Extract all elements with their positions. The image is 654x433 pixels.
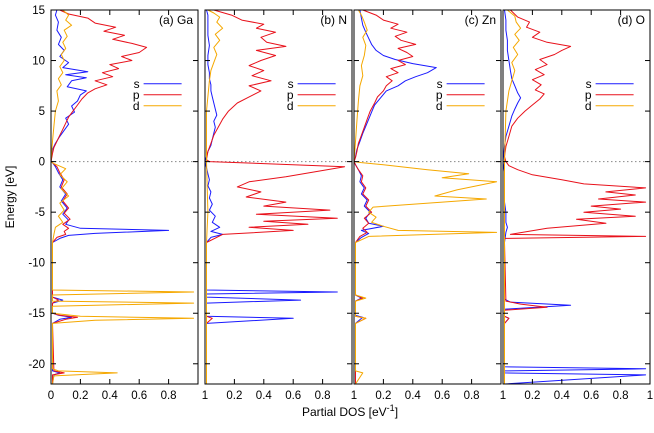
panel-title: (d) O — [618, 13, 645, 27]
x-tick-label: 0.2 — [375, 390, 391, 402]
y-tick-label: 0 — [39, 157, 45, 169]
panel-frame — [50, 9, 199, 385]
series-d — [206, 9, 224, 384]
panel-3: 1 0.2 0.4 0.6 0.8 (c) Zn spd — [351, 9, 502, 402]
x-tick-label: 0.6 — [131, 390, 147, 402]
x-tick-label: 0.4 — [554, 390, 571, 402]
x-tick-label: 0.6 — [583, 390, 599, 402]
series-p — [353, 9, 417, 384]
legend-label: d — [585, 99, 592, 113]
legend-label: s — [134, 77, 140, 91]
legend-label: d — [436, 99, 443, 113]
legend-label: p — [436, 88, 443, 102]
y-axis-title: Energy [eV] — [3, 166, 17, 229]
panel-frame — [502, 9, 651, 385]
panel-title: (c) Zn — [465, 13, 496, 27]
panel-frame — [204, 9, 353, 385]
x-tick-label: 1 — [202, 390, 208, 402]
legend: spd — [436, 77, 485, 113]
x-tick-label: 1 — [647, 390, 653, 402]
series-s — [50, 9, 170, 385]
panel-title: (a) Ga — [159, 13, 193, 27]
x-tick-label: 0.2 — [524, 390, 540, 402]
x-tick-label: 0 — [48, 390, 54, 402]
series-s — [204, 9, 338, 384]
legend-label: s — [288, 77, 294, 91]
x-tick-label: 1 — [500, 390, 506, 402]
series-d — [504, 9, 522, 384]
x-tick-label: 0.2 — [226, 390, 242, 402]
x-tick-label: 0.4 — [102, 390, 119, 402]
series-p — [504, 9, 647, 384]
legend-label: p — [287, 88, 294, 102]
y-tick-label: -15 — [28, 308, 45, 320]
series-s — [502, 9, 647, 385]
series-p — [50, 9, 148, 384]
panel-frame — [353, 9, 502, 385]
y-tick-label: -20 — [28, 359, 45, 371]
panel-2: 1 0.2 0.4 0.6 0.8 (b) N spd — [202, 9, 353, 402]
legend: spd — [585, 77, 634, 113]
y-tick-label: -10 — [28, 258, 45, 270]
series-p — [206, 9, 346, 384]
panel-4: 1 0.2 0.4 0.6 0.8 1 (d) O spd — [500, 9, 653, 402]
x-tick-label: 0.4 — [256, 390, 273, 402]
panel-title: (b) N — [320, 13, 347, 27]
panel-1: 0 0.2 0.4 0.6 0.8 (a) Ga spd — [48, 9, 199, 402]
x-tick-label: 0.8 — [464, 390, 480, 402]
x-tick-label: 0.2 — [72, 390, 88, 402]
legend: spd — [133, 77, 182, 113]
legend-label: d — [287, 99, 294, 113]
x-tick-label: 0.8 — [613, 390, 629, 402]
x-tick-label: 0.4 — [405, 390, 422, 402]
x-tick-label: 0.8 — [315, 390, 331, 402]
legend-label: p — [133, 88, 140, 102]
x-axis-title: Partial DOS [eV-1] — [302, 403, 398, 419]
y-tick-label: 5 — [39, 106, 45, 118]
series-d — [353, 9, 498, 385]
legend-label: s — [586, 77, 592, 91]
x-tick-label: 1 — [351, 390, 357, 402]
y-tick-label: 15 — [32, 5, 45, 17]
legend-label: d — [133, 99, 140, 113]
legend: spd — [287, 77, 336, 113]
series-d — [50, 9, 195, 385]
legend-label: s — [437, 77, 443, 91]
y-tick-label: 10 — [32, 56, 45, 68]
legend-label: p — [585, 88, 592, 102]
x-tick-label: 0.6 — [285, 390, 301, 402]
y-tick-label: -5 — [35, 207, 45, 219]
x-tick-label: 0.8 — [161, 390, 177, 402]
x-tick-label: 0.6 — [434, 390, 450, 402]
